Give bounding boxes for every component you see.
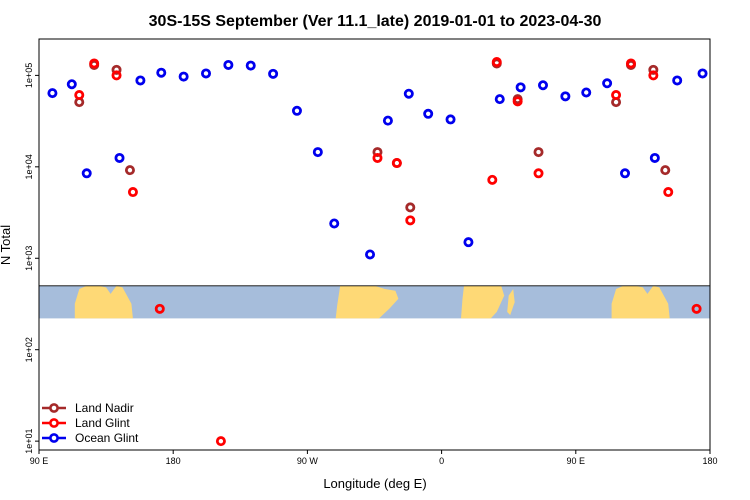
ocean-glint-point xyxy=(620,168,631,179)
ocean-glint-point xyxy=(245,60,256,71)
y-axis-label: N Total xyxy=(0,225,13,265)
land-nadir-point xyxy=(405,202,416,213)
x-tick-label: 90 W xyxy=(297,456,319,466)
ocean-glint-point xyxy=(445,114,456,125)
y-tick-label: 1e+05 xyxy=(24,63,34,88)
x-axis-label: Longitude (deg E) xyxy=(323,476,426,491)
legend-label-land-glint: Land Glint xyxy=(75,416,130,430)
land-glint-point xyxy=(663,187,674,198)
land-australia-repeat xyxy=(611,285,670,319)
ocean-glint-point xyxy=(156,67,167,78)
legend-label-ocean-glint: Ocean Glint xyxy=(75,431,139,445)
ocean-glint-point xyxy=(403,88,414,99)
ocean-glint-point xyxy=(697,68,708,79)
ocean-glint-point xyxy=(291,105,302,116)
land-nadir-point xyxy=(533,147,544,158)
land-glint-point xyxy=(533,168,544,179)
land-glint-point xyxy=(512,96,523,107)
ocean-glint-point xyxy=(602,78,613,89)
legend-marker-land-glint xyxy=(49,418,59,428)
ocean-glint-point xyxy=(268,68,279,79)
land-glint-point xyxy=(74,90,85,101)
ocean-glint-point xyxy=(423,108,434,119)
land-glint-point xyxy=(391,158,402,169)
land-glint-point xyxy=(127,187,138,198)
x-tick-label: 0 xyxy=(439,456,444,466)
ocean-glint-point xyxy=(463,237,474,248)
legend-marker-land-nadir xyxy=(49,403,59,413)
ocean-glint-point xyxy=(114,152,125,163)
y-tick-label: 1e+04 xyxy=(24,154,34,179)
x-axis: 90 E 180 90 W 0 90 E 180 xyxy=(30,450,718,466)
y-tick-label: 1e+02 xyxy=(24,337,34,362)
legend-label-land-nadir: Land Nadir xyxy=(75,401,134,415)
ocean-glint-point xyxy=(81,168,92,179)
ocean-glint-point xyxy=(312,147,323,158)
land-australia xyxy=(74,285,133,319)
x-tick-label: 90 E xyxy=(30,456,49,466)
land-nadir-point xyxy=(648,64,659,75)
y-tick-label: 1e+03 xyxy=(24,246,34,271)
ocean-glint-point xyxy=(201,68,212,79)
ocean-glint-point xyxy=(649,152,660,163)
ocean-glint-point xyxy=(382,115,393,126)
land-madagascar xyxy=(507,289,515,316)
land-glint-point xyxy=(405,215,416,226)
legend-marker-ocean-glint xyxy=(49,433,59,443)
land-africa xyxy=(461,285,505,319)
ocean-glint-point xyxy=(135,75,146,86)
land-glint-point xyxy=(691,303,702,314)
x-tick-label: 180 xyxy=(702,456,717,466)
land-glint-point xyxy=(491,57,502,68)
ocean-glint-point xyxy=(47,88,58,99)
land-glint-point xyxy=(215,436,226,447)
ocean-glint-point xyxy=(672,75,683,86)
ocean-glint-point xyxy=(66,79,77,90)
plot-frame xyxy=(38,38,711,451)
land-south-america xyxy=(335,285,399,319)
chart-title: 30S-15S September (Ver 11.1_late) 2019-0… xyxy=(149,13,602,30)
y-axis: 1e+01 1e+02 1e+03 1e+04 1e+05 xyxy=(24,63,39,454)
ocean-glint-point xyxy=(329,218,340,229)
data-points xyxy=(47,57,708,447)
land-nadir-point xyxy=(660,165,671,176)
ocean-glint-point xyxy=(223,59,234,70)
land-glint-point xyxy=(487,174,498,185)
ocean-glint-point xyxy=(515,82,526,93)
map-band xyxy=(39,285,710,319)
land-glint-point xyxy=(625,58,636,69)
ocean-glint-point xyxy=(581,87,592,98)
land-glint-point xyxy=(154,303,165,314)
x-tick-label: 180 xyxy=(166,456,181,466)
land-glint-point xyxy=(648,70,659,81)
ocean-glint-point xyxy=(560,91,571,102)
ocean-glint-point xyxy=(537,80,548,91)
land-glint-point xyxy=(611,90,622,101)
land-glint-point xyxy=(372,152,383,163)
x-tick-label: 90 E xyxy=(567,456,586,466)
ocean-glint-point xyxy=(494,94,505,105)
land-glint-point xyxy=(89,58,100,69)
land-glint-point xyxy=(111,70,122,81)
ocean-glint-point xyxy=(178,71,189,82)
land-nadir-point xyxy=(111,64,122,75)
ocean-glint-point xyxy=(365,249,376,260)
y-tick-label: 1e+01 xyxy=(24,428,34,453)
land-nadir-point xyxy=(124,165,135,176)
